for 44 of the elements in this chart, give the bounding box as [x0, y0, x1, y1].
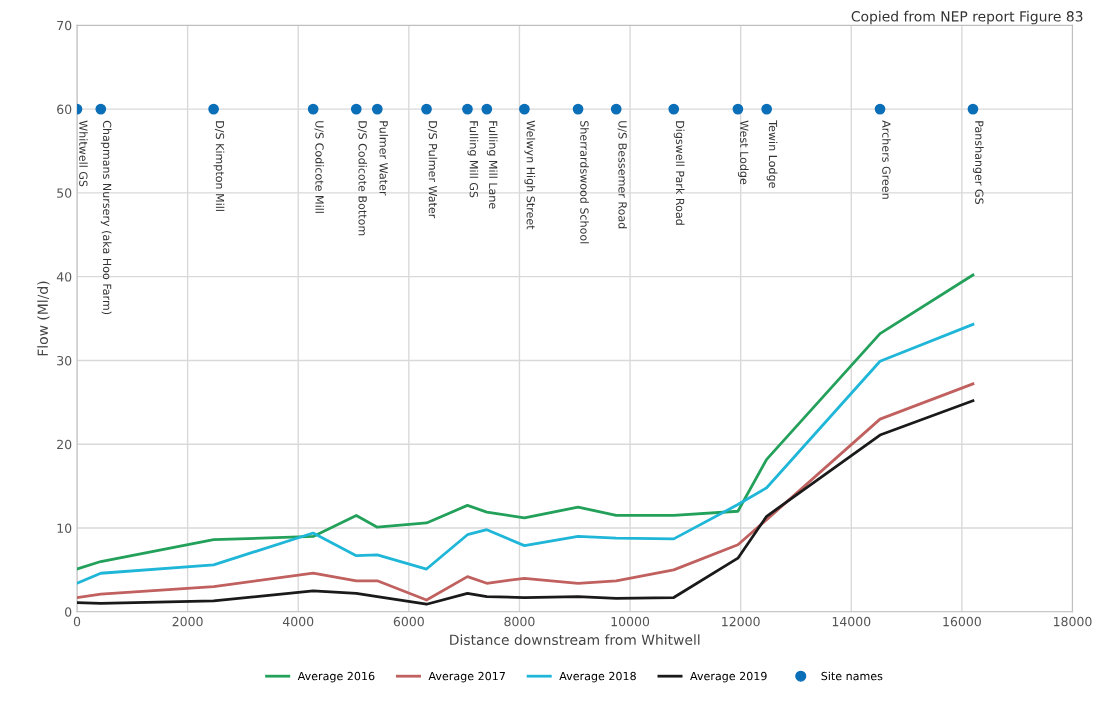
text: Copied from NEP report Figure 83	[851, 10, 1083, 25]
x-tick-label: 6000	[393, 616, 424, 627]
y-tick-label: 70	[57, 20, 72, 31]
x-tick-label: 12000	[722, 616, 760, 627]
y-axis-title: Flow (Ml/d)	[37, 281, 50, 356]
x-tick-label: 8000	[504, 616, 535, 627]
annotation: D/S Codicote Bottom	[357, 121, 368, 236]
y-tick-label: 40	[56, 272, 72, 282]
y-tick-label: 10	[57, 523, 72, 533]
y-tick-label: 50	[57, 188, 72, 198]
x-axis-title: Distance downstream from Whitwell	[450, 634, 700, 646]
legend-label: Average 2018	[559, 671, 636, 683]
annotation: Chapmans Nursery (aka Hoo Farm)	[100, 120, 112, 315]
x-tick-label: 14000	[832, 616, 871, 627]
annotation: U/S Bessemer Road	[617, 121, 627, 229]
annotation: D/S Pulmer Water	[427, 121, 438, 219]
legend-label: Average 2016	[297, 671, 375, 683]
x-tick-label: 0	[73, 616, 81, 627]
annotation: Panshanger GS	[972, 121, 984, 204]
annotation: West Lodge	[737, 120, 749, 185]
annotation: Fulling Mill GS	[467, 121, 479, 198]
annotation: Fulling Mill Lane	[486, 121, 498, 209]
y-tick-label: 0	[65, 607, 72, 617]
annotation: Whitwell GS	[79, 120, 88, 187]
annotation: Digswell Park Road	[673, 121, 685, 225]
y-tick-label: 60	[57, 104, 72, 115]
legend-label: Average 2017	[428, 671, 505, 683]
x-tick-label: 4000	[282, 616, 314, 627]
annotation: D/S Kimpton Mill	[213, 121, 225, 211]
x-tick-label: 16000	[943, 616, 981, 627]
annotation: Tewin Lodge	[766, 120, 778, 188]
x-tick-label: 18000	[1053, 616, 1092, 627]
legend-label: Site names	[821, 671, 883, 681]
y-tick-label: 30	[57, 355, 72, 366]
annotation: Pulmer Water	[379, 121, 389, 196]
legend-label: Average 2019	[690, 671, 767, 683]
annotation: U/S Codicote Mill	[314, 121, 324, 213]
x-tick-label: 10000	[611, 616, 650, 627]
annotation: Welwyn High Street	[524, 120, 536, 230]
line-series	[77, 323, 975, 585]
annotation: Sherrardswood School	[580, 120, 589, 244]
annotation: Archers Green	[882, 120, 891, 199]
x-tick-label: 2000	[172, 616, 203, 627]
y-tick-label: 20	[57, 439, 72, 450]
